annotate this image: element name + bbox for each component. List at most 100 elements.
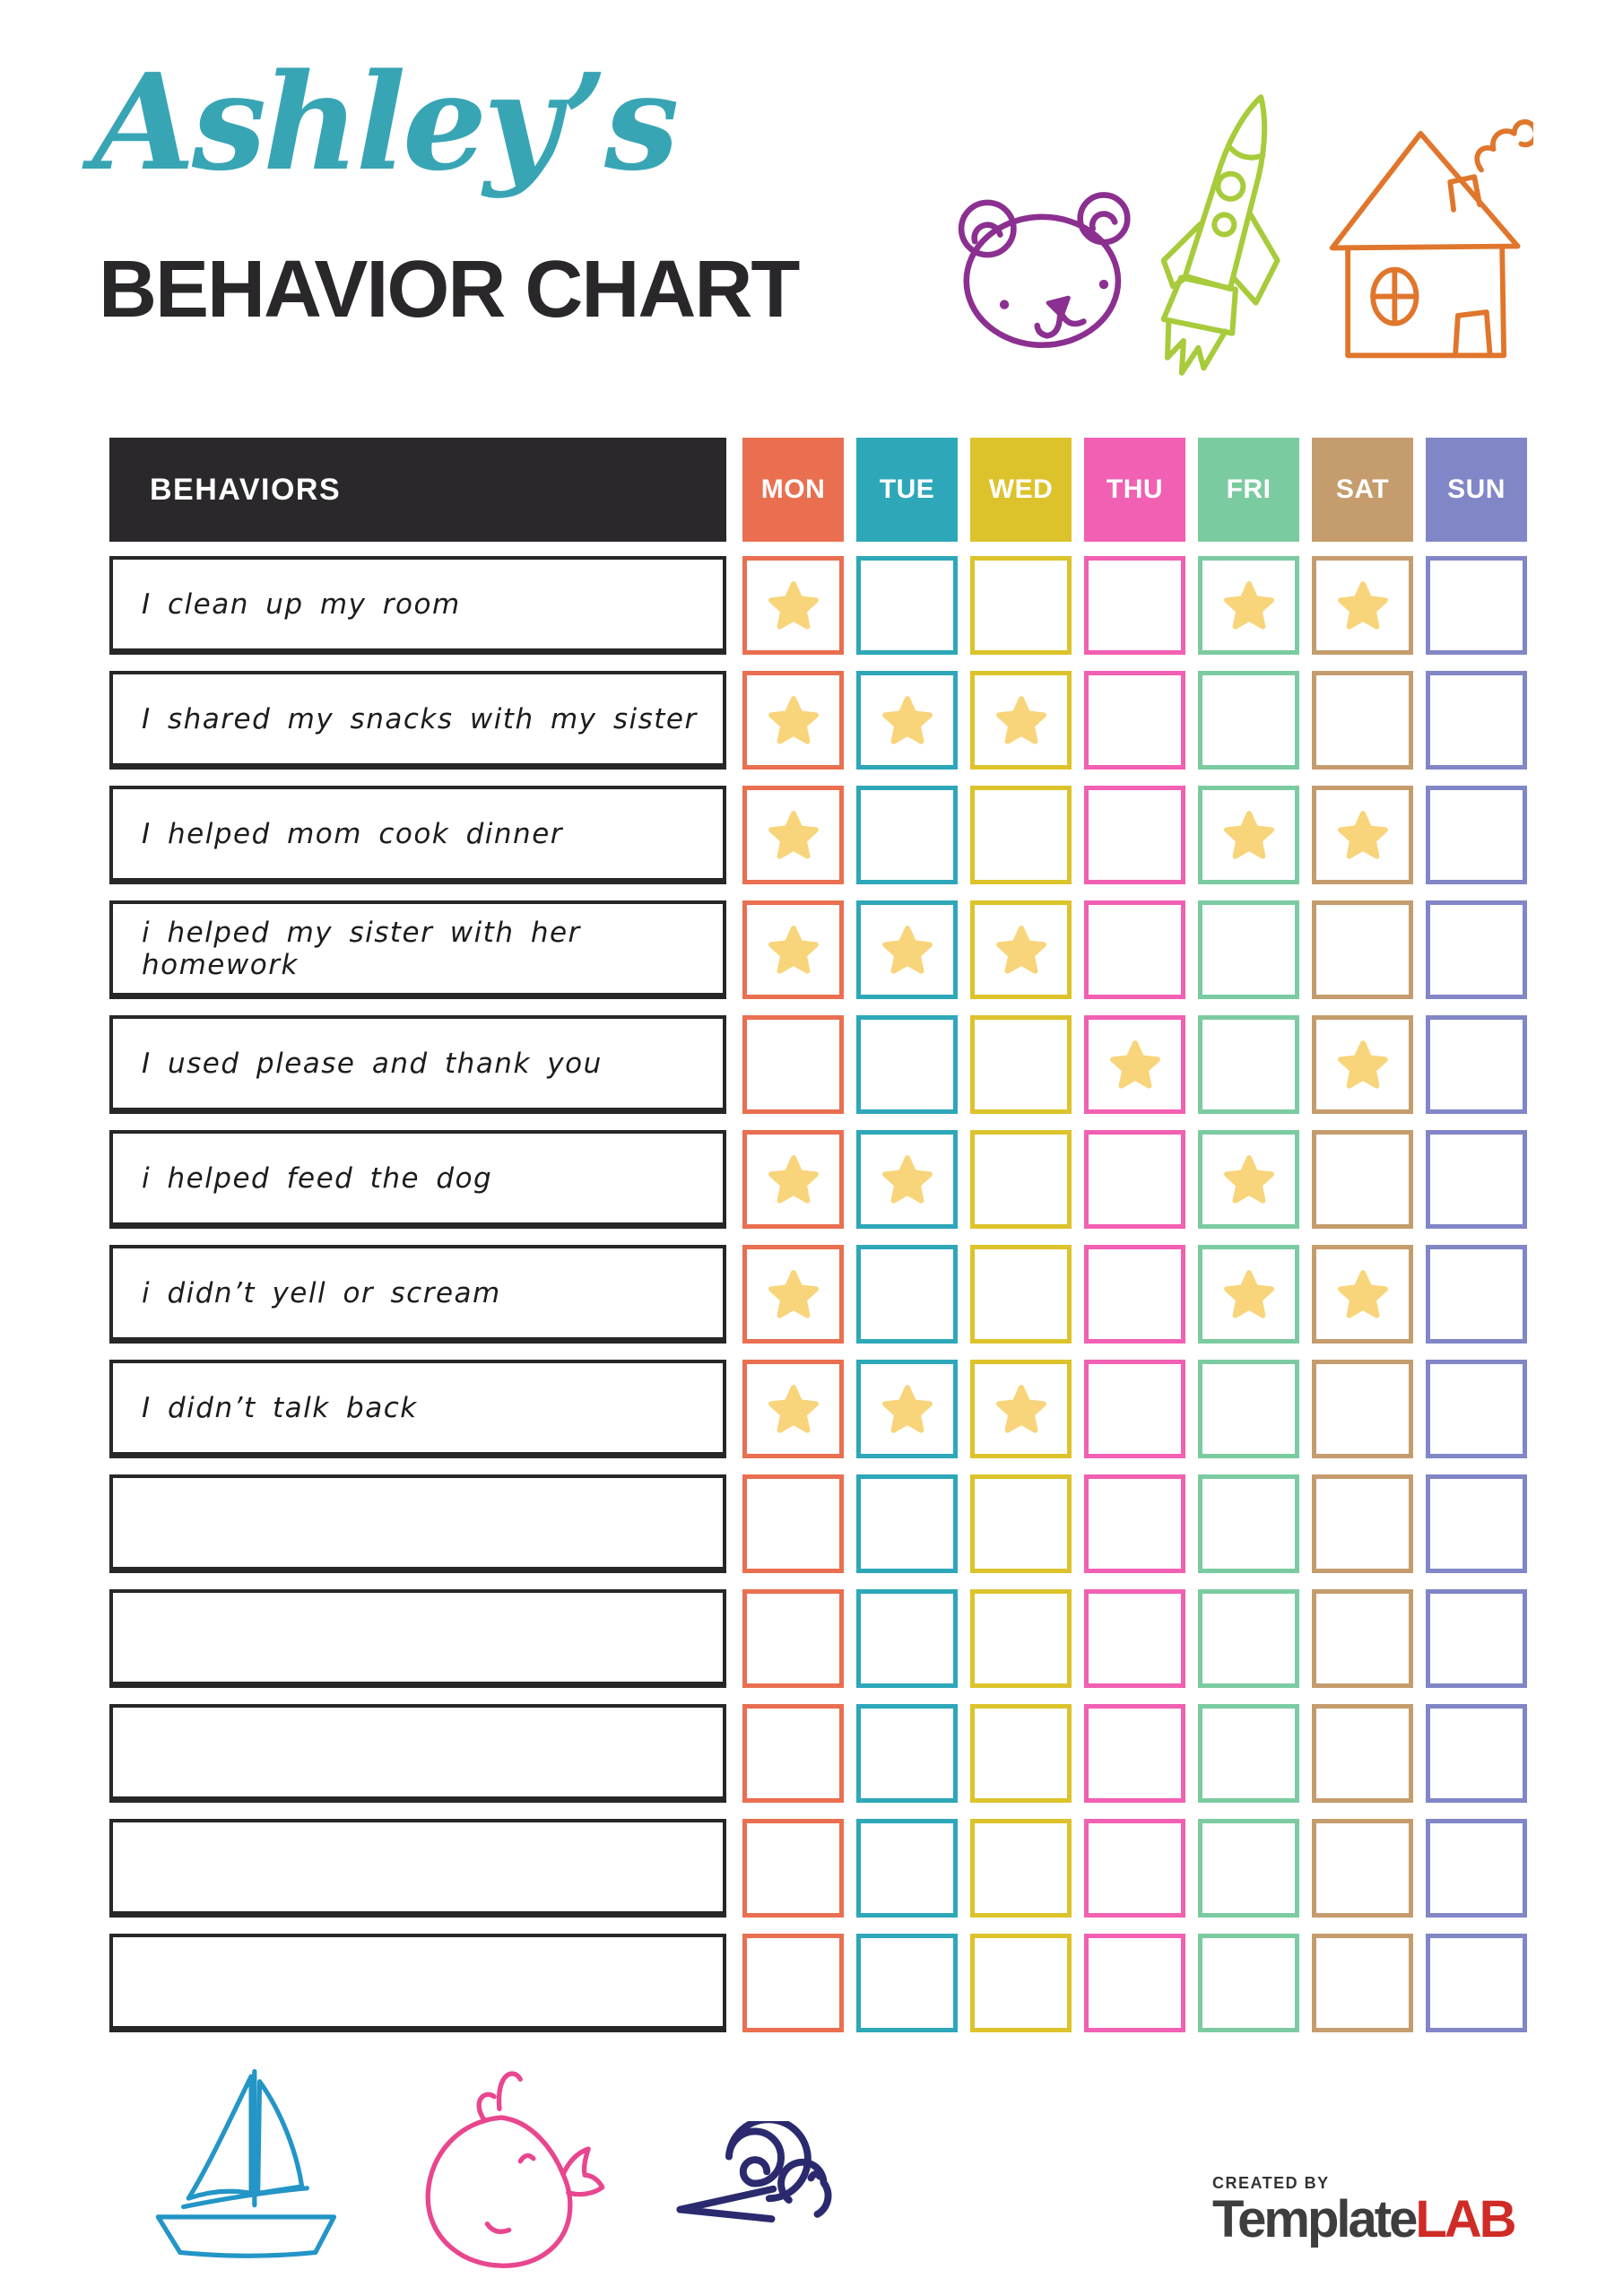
day-cell-mon[interactable]: [742, 1704, 844, 1803]
day-cell-tue[interactable]: [856, 1589, 958, 1688]
day-cell-tue[interactable]: [856, 1819, 958, 1918]
day-cell-wed[interactable]: [970, 1015, 1072, 1114]
day-cell-thu[interactable]: [1084, 556, 1185, 655]
day-cell-mon[interactable]: [742, 1934, 844, 2032]
day-cell-fri[interactable]: [1198, 1245, 1299, 1344]
day-cell-tue[interactable]: [856, 1474, 958, 1573]
day-cell-mon[interactable]: [742, 900, 844, 999]
day-cell-sat[interactable]: [1312, 671, 1413, 770]
day-cell-fri[interactable]: [1198, 900, 1299, 999]
behavior-label-cell[interactable]: i didn’t yell or scream: [109, 1245, 726, 1344]
day-cell-sun[interactable]: [1426, 1360, 1527, 1458]
behavior-label-cell[interactable]: I didn’t talk back: [109, 1360, 726, 1458]
day-cell-sun[interactable]: [1426, 1474, 1527, 1573]
day-cell-sat[interactable]: [1312, 1245, 1413, 1344]
day-cell-sat[interactable]: [1312, 1474, 1413, 1573]
day-cell-thu[interactable]: [1084, 671, 1185, 770]
behavior-label-cell[interactable]: [109, 1589, 726, 1688]
day-cell-sun[interactable]: [1426, 1704, 1527, 1803]
day-cell-mon[interactable]: [742, 1130, 844, 1229]
day-cell-fri[interactable]: [1198, 1704, 1299, 1803]
day-cell-thu[interactable]: [1084, 786, 1185, 884]
day-cell-fri[interactable]: [1198, 1819, 1299, 1918]
day-cell-wed[interactable]: [970, 556, 1072, 655]
day-cell-mon[interactable]: [742, 1245, 844, 1344]
day-cell-thu[interactable]: [1084, 1474, 1185, 1573]
behavior-label-cell[interactable]: [109, 1819, 726, 1918]
day-cell-thu[interactable]: [1084, 1589, 1185, 1688]
day-cell-fri[interactable]: [1198, 1474, 1299, 1573]
day-cell-tue[interactable]: [856, 1704, 958, 1803]
day-cell-tue[interactable]: [856, 786, 958, 884]
day-cell-sun[interactable]: [1426, 1934, 1527, 2032]
day-cell-sat[interactable]: [1312, 786, 1413, 884]
day-cell-sat[interactable]: [1312, 1360, 1413, 1458]
day-cell-tue[interactable]: [856, 1130, 958, 1229]
day-cell-tue[interactable]: [856, 900, 958, 999]
day-cell-thu[interactable]: [1084, 900, 1185, 999]
day-cell-sat[interactable]: [1312, 1015, 1413, 1114]
behavior-label-cell[interactable]: I clean up my room: [109, 556, 726, 655]
day-cell-sat[interactable]: [1312, 1934, 1413, 2032]
day-cell-sun[interactable]: [1426, 671, 1527, 770]
day-cell-sun[interactable]: [1426, 1015, 1527, 1114]
day-cell-wed[interactable]: [970, 1360, 1072, 1458]
day-cell-fri[interactable]: [1198, 1130, 1299, 1229]
day-cell-mon[interactable]: [742, 1589, 844, 1688]
day-cell-mon[interactable]: [742, 1819, 844, 1918]
day-cell-mon[interactable]: [742, 1474, 844, 1573]
day-cell-wed[interactable]: [970, 1934, 1072, 2032]
behavior-label-cell[interactable]: [109, 1704, 726, 1803]
behavior-label-cell[interactable]: I used please and thank you: [109, 1015, 726, 1114]
behavior-label-cell[interactable]: [109, 1934, 726, 2032]
day-cell-fri[interactable]: [1198, 556, 1299, 655]
day-cell-mon[interactable]: [742, 786, 844, 884]
day-cell-wed[interactable]: [970, 1819, 1072, 1918]
day-cell-wed[interactable]: [970, 1245, 1072, 1344]
day-cell-thu[interactable]: [1084, 1130, 1185, 1229]
day-cell-sun[interactable]: [1426, 1819, 1527, 1918]
day-cell-thu[interactable]: [1084, 1015, 1185, 1114]
day-cell-thu[interactable]: [1084, 1704, 1185, 1803]
day-cell-sat[interactable]: [1312, 1704, 1413, 1803]
day-cell-sun[interactable]: [1426, 1589, 1527, 1688]
day-cell-wed[interactable]: [970, 1474, 1072, 1573]
day-cell-tue[interactable]: [856, 1360, 958, 1458]
day-cell-fri[interactable]: [1198, 1360, 1299, 1458]
behavior-label-cell[interactable]: i helped my sister with her homework: [109, 900, 726, 999]
day-cell-thu[interactable]: [1084, 1819, 1185, 1918]
day-cell-fri[interactable]: [1198, 671, 1299, 770]
day-cell-wed[interactable]: [970, 1589, 1072, 1688]
day-cell-sun[interactable]: [1426, 1130, 1527, 1229]
day-cell-sat[interactable]: [1312, 1130, 1413, 1229]
day-cell-tue[interactable]: [856, 1245, 958, 1344]
day-cell-sun[interactable]: [1426, 900, 1527, 999]
day-cell-thu[interactable]: [1084, 1934, 1185, 2032]
day-cell-tue[interactable]: [856, 671, 958, 770]
day-cell-sat[interactable]: [1312, 1819, 1413, 1918]
day-cell-fri[interactable]: [1198, 1589, 1299, 1688]
day-cell-wed[interactable]: [970, 671, 1072, 770]
behavior-label-cell[interactable]: [109, 1474, 726, 1573]
day-cell-tue[interactable]: [856, 1015, 958, 1114]
behavior-label-cell[interactable]: I helped mom cook dinner: [109, 786, 726, 884]
behavior-label-cell[interactable]: I shared my snacks with my sister: [109, 671, 726, 770]
day-cell-wed[interactable]: [970, 1130, 1072, 1229]
day-cell-fri[interactable]: [1198, 1015, 1299, 1114]
day-cell-fri[interactable]: [1198, 1934, 1299, 2032]
day-cell-sun[interactable]: [1426, 556, 1527, 655]
day-cell-sun[interactable]: [1426, 1245, 1527, 1344]
day-cell-fri[interactable]: [1198, 786, 1299, 884]
day-cell-mon[interactable]: [742, 1360, 844, 1458]
day-cell-sat[interactable]: [1312, 1589, 1413, 1688]
day-cell-sun[interactable]: [1426, 786, 1527, 884]
day-cell-sat[interactable]: [1312, 556, 1413, 655]
day-cell-mon[interactable]: [742, 556, 844, 655]
day-cell-thu[interactable]: [1084, 1360, 1185, 1458]
day-cell-thu[interactable]: [1084, 1245, 1185, 1344]
day-cell-sat[interactable]: [1312, 900, 1413, 999]
behavior-label-cell[interactable]: i helped feed the dog: [109, 1130, 726, 1229]
day-cell-mon[interactable]: [742, 671, 844, 770]
day-cell-wed[interactable]: [970, 786, 1072, 884]
day-cell-wed[interactable]: [970, 1704, 1072, 1803]
